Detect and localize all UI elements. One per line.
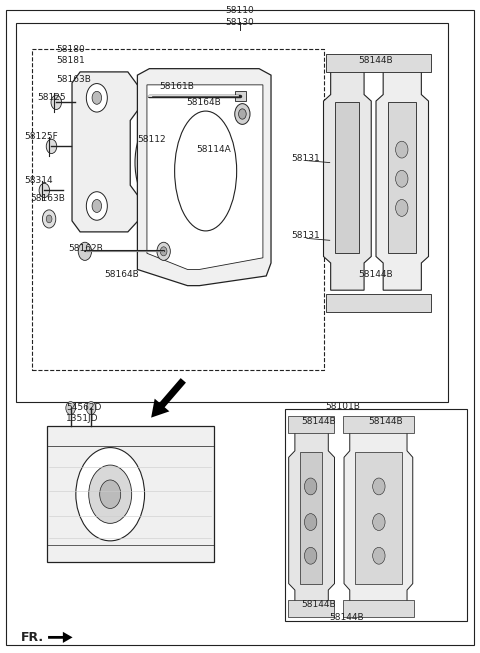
Circle shape xyxy=(86,84,108,112)
Text: 58164B: 58164B xyxy=(104,270,139,279)
Circle shape xyxy=(86,402,96,415)
Text: 58144B: 58144B xyxy=(359,56,393,65)
Text: 58131: 58131 xyxy=(291,153,320,163)
Text: 58180
58181: 58180 58181 xyxy=(56,45,85,65)
Polygon shape xyxy=(326,54,431,72)
Polygon shape xyxy=(72,72,140,232)
Polygon shape xyxy=(47,426,214,562)
FancyArrowPatch shape xyxy=(151,378,186,418)
Text: 58314: 58314 xyxy=(24,176,53,185)
Polygon shape xyxy=(288,601,335,616)
Polygon shape xyxy=(343,417,414,433)
Circle shape xyxy=(157,242,170,261)
Circle shape xyxy=(51,95,61,110)
Text: 58101B: 58101B xyxy=(325,402,360,411)
Polygon shape xyxy=(137,69,271,285)
Circle shape xyxy=(396,141,408,158)
Polygon shape xyxy=(147,85,263,270)
Polygon shape xyxy=(235,91,246,101)
Circle shape xyxy=(76,447,144,541)
Circle shape xyxy=(39,183,49,198)
Text: 58164B: 58164B xyxy=(187,98,221,107)
Text: 58163B: 58163B xyxy=(56,74,91,84)
Text: 58114A: 58114A xyxy=(196,145,231,154)
Text: 58112: 58112 xyxy=(137,135,166,144)
Circle shape xyxy=(239,109,246,119)
Circle shape xyxy=(304,547,317,564)
Polygon shape xyxy=(288,432,335,611)
Circle shape xyxy=(304,478,317,495)
Circle shape xyxy=(372,478,385,495)
Circle shape xyxy=(86,192,108,220)
Polygon shape xyxy=(324,69,371,290)
Polygon shape xyxy=(344,432,413,611)
Circle shape xyxy=(372,514,385,530)
Circle shape xyxy=(92,200,102,212)
Circle shape xyxy=(160,247,167,256)
Circle shape xyxy=(135,101,226,224)
Text: 58144B: 58144B xyxy=(301,417,336,426)
Text: 58144B: 58144B xyxy=(359,270,393,279)
Text: 58144B: 58144B xyxy=(301,601,336,609)
FancyArrowPatch shape xyxy=(48,632,72,643)
Text: 58131: 58131 xyxy=(291,231,320,240)
Circle shape xyxy=(100,480,120,509)
Text: 58144B: 58144B xyxy=(330,613,364,622)
Circle shape xyxy=(66,402,75,415)
Polygon shape xyxy=(376,69,429,290)
Text: 58161B: 58161B xyxy=(159,82,194,91)
Circle shape xyxy=(396,170,408,187)
Circle shape xyxy=(304,514,317,530)
Circle shape xyxy=(166,143,195,182)
Text: 58162B: 58162B xyxy=(68,244,103,253)
Text: 58125F: 58125F xyxy=(24,132,58,141)
Circle shape xyxy=(235,104,250,124)
Polygon shape xyxy=(388,103,416,253)
Circle shape xyxy=(89,465,132,523)
Circle shape xyxy=(46,139,57,153)
Text: FR.: FR. xyxy=(21,631,44,644)
Text: 54562D
1351JD: 54562D 1351JD xyxy=(66,403,101,423)
Polygon shape xyxy=(356,452,402,584)
Text: 58110
58130: 58110 58130 xyxy=(226,7,254,27)
Polygon shape xyxy=(300,452,322,584)
Circle shape xyxy=(42,210,56,228)
Polygon shape xyxy=(326,294,431,312)
Text: 58125: 58125 xyxy=(37,93,66,103)
Circle shape xyxy=(92,91,102,104)
Text: 58144B: 58144B xyxy=(368,417,403,426)
Circle shape xyxy=(78,242,92,261)
Polygon shape xyxy=(336,103,360,253)
Circle shape xyxy=(396,200,408,216)
Circle shape xyxy=(144,114,216,211)
Polygon shape xyxy=(288,417,335,433)
Text: 58163B: 58163B xyxy=(30,194,65,202)
Polygon shape xyxy=(343,601,414,616)
Circle shape xyxy=(154,127,206,199)
Ellipse shape xyxy=(175,111,237,231)
Circle shape xyxy=(372,547,385,564)
Circle shape xyxy=(46,215,52,223)
